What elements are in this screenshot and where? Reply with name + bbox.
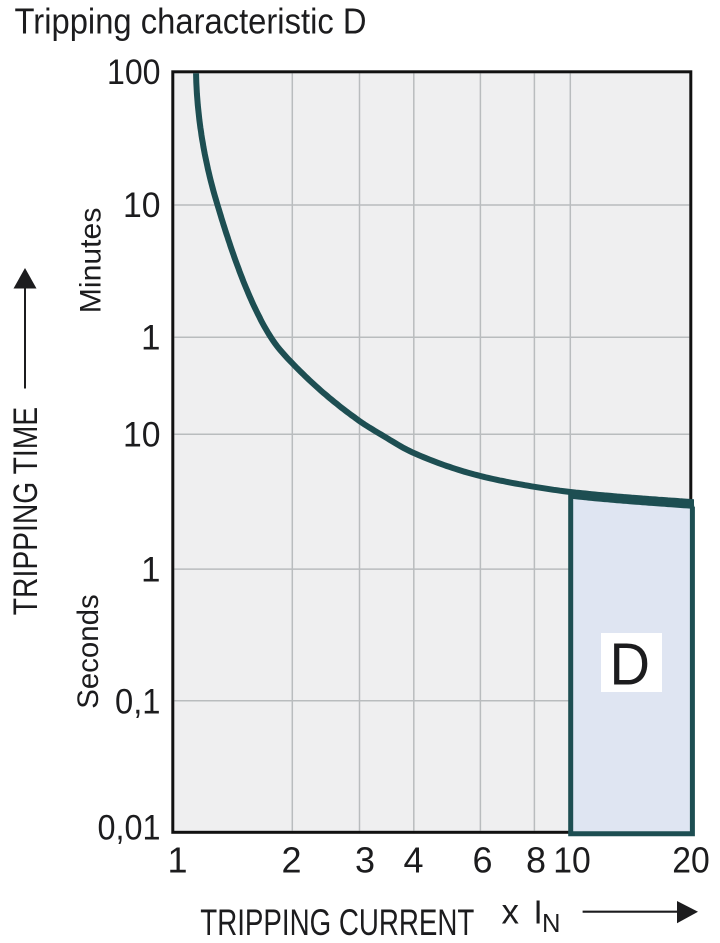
svg-text:3: 3 <box>355 840 375 881</box>
svg-text:0,01: 0,01 <box>98 809 161 848</box>
svg-text:D: D <box>610 630 651 697</box>
svg-text:x: x <box>502 893 520 932</box>
svg-text:I: I <box>534 894 543 931</box>
svg-text:20: 20 <box>672 840 710 881</box>
svg-text:Seconds: Seconds <box>72 594 105 709</box>
svg-text:1: 1 <box>141 319 160 358</box>
svg-text:Minutes: Minutes <box>75 208 108 314</box>
svg-text:1: 1 <box>167 840 187 881</box>
svg-text:100: 100 <box>107 53 161 92</box>
svg-text:8: 8 <box>526 840 546 881</box>
svg-text:TRIPPING CURRENT: TRIPPING CURRENT <box>200 902 474 943</box>
svg-text:0,1: 0,1 <box>115 682 161 721</box>
svg-text:10: 10 <box>553 840 591 881</box>
svg-text:10: 10 <box>123 186 161 225</box>
svg-text:6: 6 <box>472 840 492 881</box>
svg-text:N: N <box>542 910 560 938</box>
svg-text:4: 4 <box>403 840 423 881</box>
svg-text:10: 10 <box>123 416 161 455</box>
svg-text:1: 1 <box>141 551 160 590</box>
svg-text:TRIPPING TIME: TRIPPING TIME <box>7 407 45 615</box>
svg-text:2: 2 <box>281 840 301 881</box>
svg-text:Tripping characteristic D: Tripping characteristic D <box>15 1 367 42</box>
